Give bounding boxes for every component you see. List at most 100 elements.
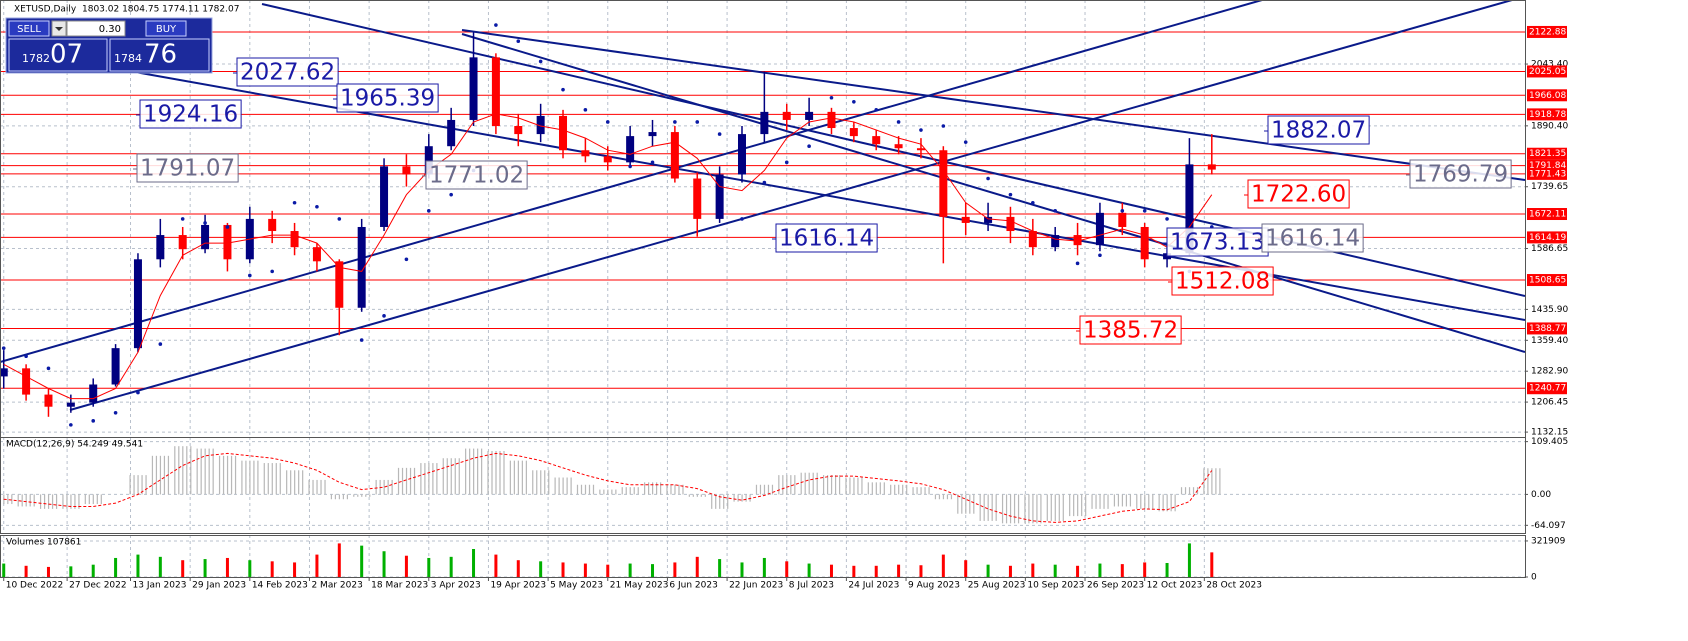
- macd-bar: [644, 482, 646, 495]
- candle-body: [805, 111, 814, 120]
- chart-ohlc: 1803.02 1804.75 1774.11 1782.07: [82, 5, 239, 15]
- volume-bar: [874, 565, 878, 577]
- macd-bar: [800, 472, 802, 495]
- macd-bar: [692, 494, 694, 497]
- macd-bar: [1136, 494, 1138, 509]
- macd-bar: [771, 484, 774, 495]
- macd-bar: [1113, 494, 1116, 507]
- macd-bar: [92, 494, 94, 505]
- volume-bar: [964, 560, 968, 577]
- lot-input[interactable]: [66, 20, 126, 37]
- macd-bar: [361, 494, 363, 497]
- macd-bar: [1009, 494, 1012, 524]
- macd-bar: [21, 494, 23, 507]
- macd-bar: [838, 475, 841, 495]
- macd-bar: [621, 487, 623, 495]
- macd-bar: [481, 448, 483, 495]
- sell-label: SELL: [17, 24, 41, 35]
- macd-bar: [715, 494, 717, 509]
- macd-bar: [576, 484, 579, 495]
- y-tick-label: 1739.65: [1531, 182, 1568, 192]
- macd-bar: [532, 470, 534, 495]
- level-label-bg: [1527, 231, 1567, 244]
- x-tick-label: 28 Oct 2023: [1206, 581, 1262, 591]
- lot-value: 0.30: [99, 24, 121, 35]
- macd-bar: [782, 475, 784, 495]
- sar-dot: [516, 39, 521, 43]
- level-label: 1614.19: [1529, 233, 1566, 243]
- macd-bar: [1017, 494, 1020, 524]
- x-tick-label: 14 Feb 2023: [252, 581, 308, 591]
- x-tick-label: 29 Jan 2023: [192, 581, 246, 591]
- candle-body: [133, 259, 142, 349]
- macd-bar: [1117, 494, 1120, 507]
- macd-bar: [521, 460, 523, 495]
- macd-bar: [637, 487, 639, 495]
- volume-bar: [986, 564, 990, 577]
- macd-bar: [279, 463, 281, 495]
- macd-bar: [995, 494, 997, 521]
- macd-bar: [454, 458, 456, 495]
- volume-bar: [136, 554, 140, 577]
- buy-label: BUY: [156, 24, 177, 35]
- level-label: 1918.78: [1529, 110, 1566, 120]
- macd-bar: [151, 455, 154, 495]
- macd-bar: [763, 484, 766, 495]
- volume-bar: [673, 562, 677, 577]
- buy-price-big: 76: [144, 40, 177, 70]
- candle-body: [447, 119, 456, 147]
- sell-button[interactable]: [8, 20, 50, 37]
- macd-bar: [263, 463, 265, 495]
- macd-signal: [3, 452, 1213, 523]
- sar-dot: [740, 217, 744, 221]
- macd-bar: [570, 477, 572, 495]
- macd-bar: [719, 494, 721, 509]
- annotation-box: [775, 223, 878, 253]
- buy-price-box[interactable]: [109, 38, 210, 72]
- macd-bar: [503, 450, 505, 495]
- sell-price-big: 07: [50, 40, 83, 70]
- volume-bar: [248, 560, 252, 577]
- macd-bar: [625, 487, 627, 495]
- macd-bar: [928, 487, 930, 495]
- volume-bar: [628, 563, 632, 577]
- macd-bar: [353, 494, 355, 497]
- macd-bar: [271, 463, 273, 495]
- candle-body: [44, 394, 53, 407]
- candle-body: [335, 261, 344, 308]
- macd-bar: [965, 494, 967, 514]
- macd-bar: [1013, 494, 1016, 524]
- sar-dot: [986, 176, 990, 181]
- level-label: 1966.08: [1529, 91, 1566, 101]
- macd-bar: [1192, 487, 1195, 495]
- sar-dot: [650, 160, 655, 165]
- macd-bar: [592, 484, 595, 495]
- y-tick-label: 1132.15: [1531, 428, 1568, 438]
- volume-bar: [1031, 563, 1035, 577]
- annotation-label: 1771.02: [429, 163, 524, 189]
- macd-bar: [1040, 494, 1042, 524]
- macd-bar: [861, 477, 863, 495]
- annotation-box: [1409, 159, 1512, 189]
- macd-bar: [413, 467, 416, 495]
- volume-bar: [181, 560, 185, 577]
- macd-bar: [755, 484, 758, 495]
- annotation-box: [236, 57, 339, 87]
- macd-bar: [1024, 494, 1026, 524]
- volume-bar: [829, 564, 833, 577]
- macd-bar: [100, 494, 102, 505]
- macd-bar: [830, 475, 833, 495]
- volume-bar: [69, 566, 73, 577]
- buy-button[interactable]: [145, 20, 187, 37]
- macd-bar: [938, 494, 941, 500]
- macd-bar: [759, 484, 762, 495]
- sar-dot: [919, 128, 923, 132]
- sar-dot: [91, 419, 96, 423]
- level-label: 1240.77: [1529, 384, 1566, 394]
- macd-bar: [346, 494, 349, 500]
- level-label: 2025.05: [1529, 67, 1566, 77]
- macd-bar: [816, 472, 818, 495]
- moving-average: [3, 113, 1213, 400]
- sell-price-box[interactable]: [8, 38, 108, 72]
- annotation-box: [336, 83, 439, 113]
